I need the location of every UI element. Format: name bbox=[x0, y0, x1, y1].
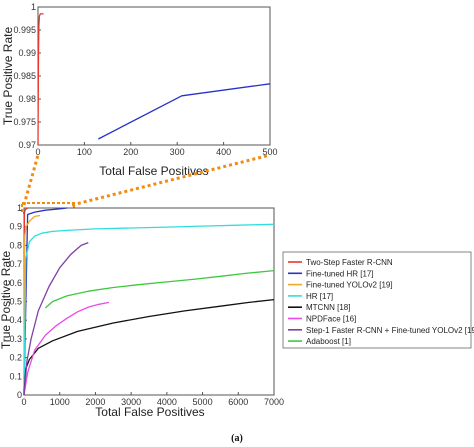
legend-entry-step-1-faster-r-cnn-fine-tuned-yolov2-19: Step-1 Faster R-CNN + Fine-tuned YOLOv2 … bbox=[306, 326, 474, 335]
main-series-line-adaboost-1 bbox=[44, 269, 275, 309]
main-y-ticks: 0 0.1 0.2 0.3 0.4 0.5 0.6 0.7 0.8 0.9 1 bbox=[9, 203, 27, 400]
inset-x-axis-label: Total False Positives bbox=[99, 164, 208, 178]
inset-y-tick-label: 0.985 bbox=[13, 71, 36, 81]
inset-x-ticks: 0 100 200 300 400 500 bbox=[35, 142, 278, 157]
inset-chart: 0 100 200 300 400 500 0.970.9750.980.9850.990… bbox=[1, 2, 278, 178]
main-y-tick-label: 0.9 bbox=[9, 222, 22, 232]
inset-x-tick-label: 200 bbox=[123, 147, 138, 157]
legend-entry-fine-tuned-yolov2-19: Fine-tuned YOLOv2 [19] bbox=[306, 281, 393, 290]
main-chart: 0 1000 2000 3000 4000 5000 6000 7000 0 0.1 0.2 0.3… bbox=[0, 203, 284, 419]
main-y-tick-label: 0 bbox=[17, 390, 22, 400]
main-y-axis-label: True Positive Rate bbox=[0, 251, 13, 350]
main-x-tick-label: 5000 bbox=[193, 397, 213, 407]
inset-y-tick-label: 1 bbox=[31, 2, 36, 12]
main-y-tick-label: 0.3 bbox=[9, 334, 22, 344]
legend-entry-hr-17: HR [17] bbox=[306, 292, 333, 301]
main-y-tick-label: 0.7 bbox=[9, 259, 22, 269]
inset-y-tick-label: 0.995 bbox=[13, 25, 36, 35]
legend-items: Two-Step Faster R-CNN Fine-tuned HR [17] F… bbox=[288, 258, 474, 346]
main-series-line-fine-tuned-hr-17 bbox=[23, 207, 67, 396]
legend-entry-two-step-faster-r-cnn: Two-Step Faster R-CNN bbox=[306, 258, 393, 267]
main-series-line-step-1-faster-r-cnn-fine-tuned-yolov2-19 bbox=[23, 241, 89, 396]
inset-x-tick-label: 500 bbox=[262, 147, 277, 157]
legend-entry-fine-tuned-hr-17: Fine-tuned HR [17] bbox=[306, 269, 374, 278]
inset-y-tick-label: 0.97 bbox=[18, 140, 36, 150]
zoom-line-left bbox=[22, 154, 40, 206]
main-series-line-npdface-16 bbox=[23, 301, 110, 396]
figure-caption: (a) bbox=[231, 433, 243, 444]
main-x-ticks: 0 1000 2000 3000 4000 5000 6000 7000 bbox=[21, 392, 284, 407]
main-y-tick-label: 0.8 bbox=[9, 240, 22, 250]
main-y-tick-label: 0.2 bbox=[9, 353, 22, 363]
inset-series-line-fine-tuned-hr-17 bbox=[98, 83, 271, 140]
main-x-tick-label: 4000 bbox=[157, 397, 177, 407]
inset-x-tick-label: 0 bbox=[35, 147, 40, 157]
inset-plot-frame bbox=[37, 6, 271, 146]
legend-entry-adaboost-1: Adaboost [1] bbox=[306, 337, 351, 346]
main-series-line-hr-17 bbox=[23, 223, 275, 396]
main-x-tick-label: 2000 bbox=[85, 397, 105, 407]
legend-entry-npdface-16: NPDFace [16] bbox=[306, 315, 356, 324]
inset-x-tick-label: 300 bbox=[170, 147, 185, 157]
main-plot-frame bbox=[23, 207, 275, 396]
legend-box bbox=[282, 251, 472, 349]
zoom-line-right bbox=[71, 153, 271, 207]
legend-entry-mtcnn-18: MTCNN [18] bbox=[306, 303, 350, 312]
main-x-tick-label: 1000 bbox=[50, 397, 70, 407]
main-x-tick-label: 6000 bbox=[228, 397, 248, 407]
inset-y-ticks: 0.97 0.975 0.98 0.985 0.99 0.995 1 bbox=[13, 2, 41, 150]
main-y-tick-label: 0.5 bbox=[9, 297, 22, 307]
main-y-tick-label: 0.1 bbox=[9, 371, 22, 381]
main-series-line-fine-tuned-yolov2-19 bbox=[23, 214, 41, 396]
main-y-tick-label: 1 bbox=[17, 203, 22, 213]
main-x-tick-label: 7000 bbox=[264, 397, 284, 407]
main-series bbox=[23, 207, 275, 396]
inset-series bbox=[37, 13, 271, 146]
main-y-tick-label: 0.6 bbox=[9, 278, 22, 288]
inset-y-axis-label: True Positive Rate bbox=[1, 27, 15, 126]
inset-series-line-two-step-faster-r-cnn bbox=[37, 13, 44, 146]
main-x-axis-label: Total False Positives bbox=[95, 405, 204, 419]
inset-x-tick-label: 400 bbox=[216, 147, 231, 157]
inset-y-tick-label: 0.99 bbox=[18, 48, 36, 58]
legend: Two-Step Faster R-CNN Fine-tuned HR [17] F… bbox=[282, 251, 474, 349]
inset-x-tick-label: 100 bbox=[77, 147, 92, 157]
inset-y-tick-label: 0.975 bbox=[13, 117, 36, 127]
inset-y-tick-label: 0.98 bbox=[18, 94, 36, 104]
main-y-tick-label: 0.4 bbox=[9, 315, 22, 325]
main-x-tick-label: 0 bbox=[21, 397, 26, 407]
main-x-tick-label: 3000 bbox=[121, 397, 141, 407]
main-series-line-mtcnn-18 bbox=[23, 298, 275, 396]
